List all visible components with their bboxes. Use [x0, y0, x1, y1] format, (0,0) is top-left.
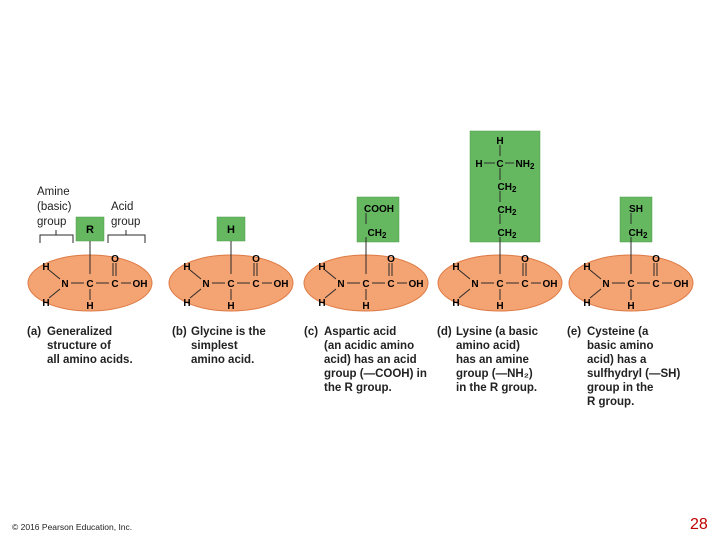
caption-c: (c) Aspartic acid (an acidic amino acid)… [304, 325, 439, 415]
copyright-notice: © 2016 Pearson Education, Inc. [12, 522, 133, 532]
n-atom-c: N [337, 279, 344, 290]
h-alpha-e: H [627, 301, 634, 312]
h-amine-bottom-e: H [583, 298, 590, 309]
oh-carboxyl-c: OH [409, 279, 424, 290]
bonds-c [324, 213, 407, 300]
r-group-box-b [216, 216, 246, 242]
sh-label-e: SH [629, 204, 643, 215]
h-amine-bottom-d: H [452, 298, 459, 309]
acid-bracket [107, 234, 146, 243]
r-label-a: R [86, 224, 94, 236]
c-alpha-b: C [227, 279, 234, 290]
molecule-e: SH CH2 H N H C H C O OH [568, 196, 694, 312]
h-alpha-c: H [362, 301, 369, 312]
c-alpha-a: C [86, 279, 93, 290]
caption-d-label: (d) [437, 326, 452, 338]
caption-a: (a) Generalized structure of all amino a… [27, 325, 167, 415]
molecule-c: COOH CH2 H N H C H C O OH [303, 196, 429, 312]
h-amine-bottom-b: H [183, 298, 190, 309]
oh-carboxyl-b: OH [274, 279, 289, 290]
caption-e-label: (e) [567, 326, 582, 338]
o-carbonyl-e: O [652, 254, 660, 265]
molecule-a: R H N H C H C O OH [27, 216, 153, 312]
c-alpha-c: C [362, 279, 369, 290]
caption-b: (b) Glycine is the simplest amino acid. [172, 325, 302, 415]
caption-c-text: Aspartic acid (an acidic amino acid) has… [324, 326, 427, 394]
c-alpha-e: C [627, 279, 634, 290]
caption-a-text: Generalized structure of all amino acids… [47, 326, 133, 366]
h-alpha-a: H [86, 301, 93, 312]
oh-carboxyl-a: OH [133, 279, 148, 290]
h-alpha-b: H [227, 301, 234, 312]
o-carbonyl-a: O [111, 254, 119, 265]
h-amine-top-c: H [318, 262, 325, 273]
o-carbonyl-b: O [252, 254, 260, 265]
page-number: 28 [690, 516, 708, 533]
h-amine-bottom-a: H [42, 298, 49, 309]
n-atom-e: N [602, 279, 609, 290]
caption-a-label: (a) [27, 326, 42, 338]
o-carbonyl-c: O [387, 254, 395, 265]
r-h-label-b: H [227, 224, 235, 236]
oh-carboxyl-e: OH [674, 279, 689, 290]
oh-carboxyl-d: OH [543, 279, 558, 290]
c-carboxyl-a: C [111, 279, 118, 290]
h-amine-top-e: H [583, 262, 590, 273]
ch2-label-d-2: CH2 [498, 205, 517, 217]
h-amine-top-b: H [183, 262, 190, 273]
caption-e-text: Cysteine (a basic amino acid) has a sulf… [587, 326, 681, 408]
molecule-b: H H N H C H C O OH [168, 216, 294, 312]
molecule-d: H H C NH2 CH2 CH2 CH2 H N H C H C O OH [437, 130, 563, 312]
amine-group-label: Amine (basic) group [37, 186, 72, 228]
c-top-d: C [496, 159, 503, 170]
caption-b-label: (b) [172, 326, 187, 338]
bonds-d [458, 145, 541, 300]
bonds-e [589, 213, 672, 300]
c-carboxyl-c: C [387, 279, 394, 290]
r-group-box-e [619, 196, 653, 243]
caption-d-text: Lysine (a basic amino acid) has an amine… [456, 326, 539, 394]
acid-group-label: Acid group [111, 201, 141, 228]
r-group-box-d [469, 130, 541, 243]
h-top-d: H [496, 136, 503, 147]
caption-d: (d) Lysine (a basic amino acid) has an a… [437, 325, 562, 415]
h-amine-top-d: H [452, 262, 459, 273]
caption-b-text: Glycine is the simplest amino acid. [191, 326, 266, 366]
n-atom-b: N [202, 279, 209, 290]
ch2-label-e: CH2 [629, 228, 648, 240]
c-carboxyl-b: C [252, 279, 259, 290]
caption-c-label: (c) [304, 326, 319, 338]
caption-e: (e) Cysteine (a basic amino acid) has a … [567, 325, 692, 420]
bonds-b [189, 241, 272, 300]
n-atom-d: N [471, 279, 478, 290]
n-atom-a: N [61, 279, 68, 290]
nh2-label-d: NH2 [516, 159, 535, 171]
h-amine-bottom-c: H [318, 298, 325, 309]
ch2-label-c: CH2 [368, 228, 387, 240]
ch2-label-d-1: CH2 [498, 182, 517, 194]
o-carbonyl-d: O [521, 254, 529, 265]
c-carboxyl-e: C [652, 279, 659, 290]
cooh-label-c: COOH [364, 204, 394, 215]
bonds-a [48, 241, 131, 300]
h-side-d: H [475, 159, 482, 170]
c-alpha-d: C [496, 279, 503, 290]
amine-bracket [39, 234, 74, 243]
c-carboxyl-d: C [521, 279, 528, 290]
r-group-box-a [75, 216, 105, 242]
h-amine-top-a: H [42, 262, 49, 273]
h-alpha-d: H [496, 301, 503, 312]
ch2-label-d-3: CH2 [498, 228, 517, 240]
r-group-box-c [356, 196, 400, 243]
